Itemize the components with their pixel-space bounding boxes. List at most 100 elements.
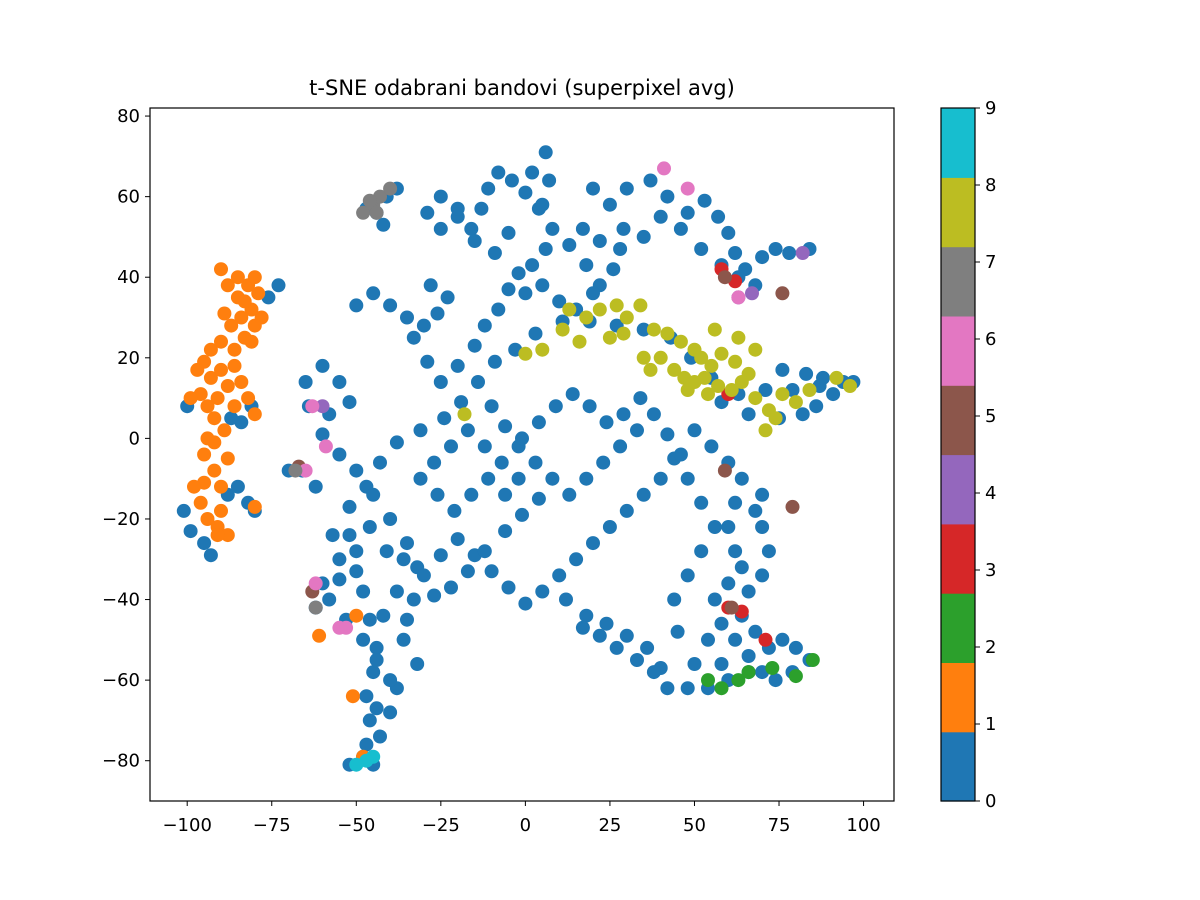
data-point-class-0 [518,596,533,611]
data-point-class-1 [203,342,218,357]
data-point-class-0 [782,246,797,260]
data-point-class-0 [619,503,634,518]
data-point-class-0 [660,189,675,204]
x-axis: −100 −75 −50 −25 0 25 50 75 100 [162,801,881,836]
data-point-class-1 [214,334,228,349]
data-point-class-0 [616,407,631,422]
data-point-class-0 [788,640,803,655]
data-point-class-8 [775,387,790,402]
x-tick-label: −25 [422,815,460,836]
data-point-class-4 [745,286,759,301]
data-point-class-0 [528,326,543,341]
data-point-class-0 [322,592,337,607]
data-point-class-1 [193,495,208,510]
data-point-class-6 [305,399,320,414]
data-point-class-0 [535,278,550,293]
data-point-class-1 [214,503,228,518]
colorbar-tick-label: 8 [985,175,996,196]
data-point-class-7 [362,193,377,208]
data-point-class-8 [555,322,570,337]
data-point-class-0 [542,173,557,188]
data-point-class-0 [230,479,245,494]
data-point-class-0 [501,282,516,297]
data-point-class-0 [444,439,458,454]
data-point-class-0 [552,568,567,583]
data-point-class-8 [653,350,668,365]
data-point-class-0 [559,592,573,607]
data-point-class-8 [616,326,631,341]
data-point-class-8 [619,310,634,325]
data-point-class-0 [400,310,414,325]
data-point-class-1 [183,391,198,406]
data-point-class-8 [694,350,709,365]
data-point-class-0 [308,479,323,494]
scatter-points [176,145,861,772]
data-point-class-0 [481,181,496,196]
data-point-class-8 [592,302,607,317]
data-point-class-1 [214,262,228,277]
data-point-class-0 [420,354,435,369]
data-point-class-0 [525,258,540,273]
data-point-class-8 [646,322,661,337]
data-point-class-5 [717,270,732,285]
x-tick-label: 50 [683,815,706,836]
series-class-8 [457,298,857,438]
data-point-class-0 [356,584,371,599]
data-point-class-0 [359,737,374,752]
colorbar-segment-2 [941,593,975,663]
data-point-class-0 [741,649,756,663]
data-point-class-0 [653,209,668,224]
data-point-class-1 [312,628,327,643]
data-point-class-6 [339,620,354,635]
y-tick-label: −40 [102,590,140,611]
data-point-class-0 [653,471,668,486]
data-point-class-0 [376,608,391,623]
data-point-class-8 [843,379,857,393]
data-point-class-0 [464,487,479,502]
data-point-class-8 [535,342,550,357]
data-point-class-0 [515,431,529,446]
data-point-class-0 [362,713,377,728]
data-point-class-0 [454,395,469,410]
data-point-class-0 [768,242,783,256]
colorbar-segment-5 [941,385,975,456]
data-point-class-0 [586,536,600,551]
data-point-class-1 [349,608,364,623]
data-point-class-0 [694,495,709,510]
data-point-class-0 [413,471,428,486]
data-point-class-7 [383,181,398,196]
data-point-class-1 [214,479,228,494]
data-point-class-0 [332,572,347,587]
data-point-class-0 [755,487,770,502]
data-point-class-0 [487,246,502,260]
data-point-class-0 [646,407,661,422]
data-point-class-1 [234,310,249,325]
colorbar-segment-4 [941,454,975,525]
data-point-class-0 [599,616,614,631]
x-tick-label: 75 [768,815,791,836]
colorbar-tick-label: 4 [985,483,996,504]
data-point-class-0 [586,286,600,301]
data-point-class-1 [227,358,242,373]
data-point-class-0 [694,544,709,559]
data-point-class-0 [660,681,675,696]
data-point-class-8 [711,379,726,393]
series-class-1 [183,262,371,764]
data-point-class-0 [636,229,651,244]
data-point-class-0 [721,520,736,534]
data-point-class-5 [775,286,790,301]
data-point-class-8 [758,423,773,438]
data-point-class-8 [724,383,739,397]
data-point-class-0 [646,665,661,680]
data-point-class-5 [724,600,739,615]
data-point-class-6 [731,290,746,305]
data-point-class-0 [728,246,743,260]
data-point-class-1 [224,318,239,333]
data-point-class-0 [613,242,628,256]
data-point-class-0 [474,201,489,216]
data-point-class-0 [734,560,749,575]
data-point-class-3 [758,632,773,647]
data-point-class-0 [511,471,526,486]
colorbar-segment-7 [941,246,975,317]
data-point-class-2 [765,661,780,675]
